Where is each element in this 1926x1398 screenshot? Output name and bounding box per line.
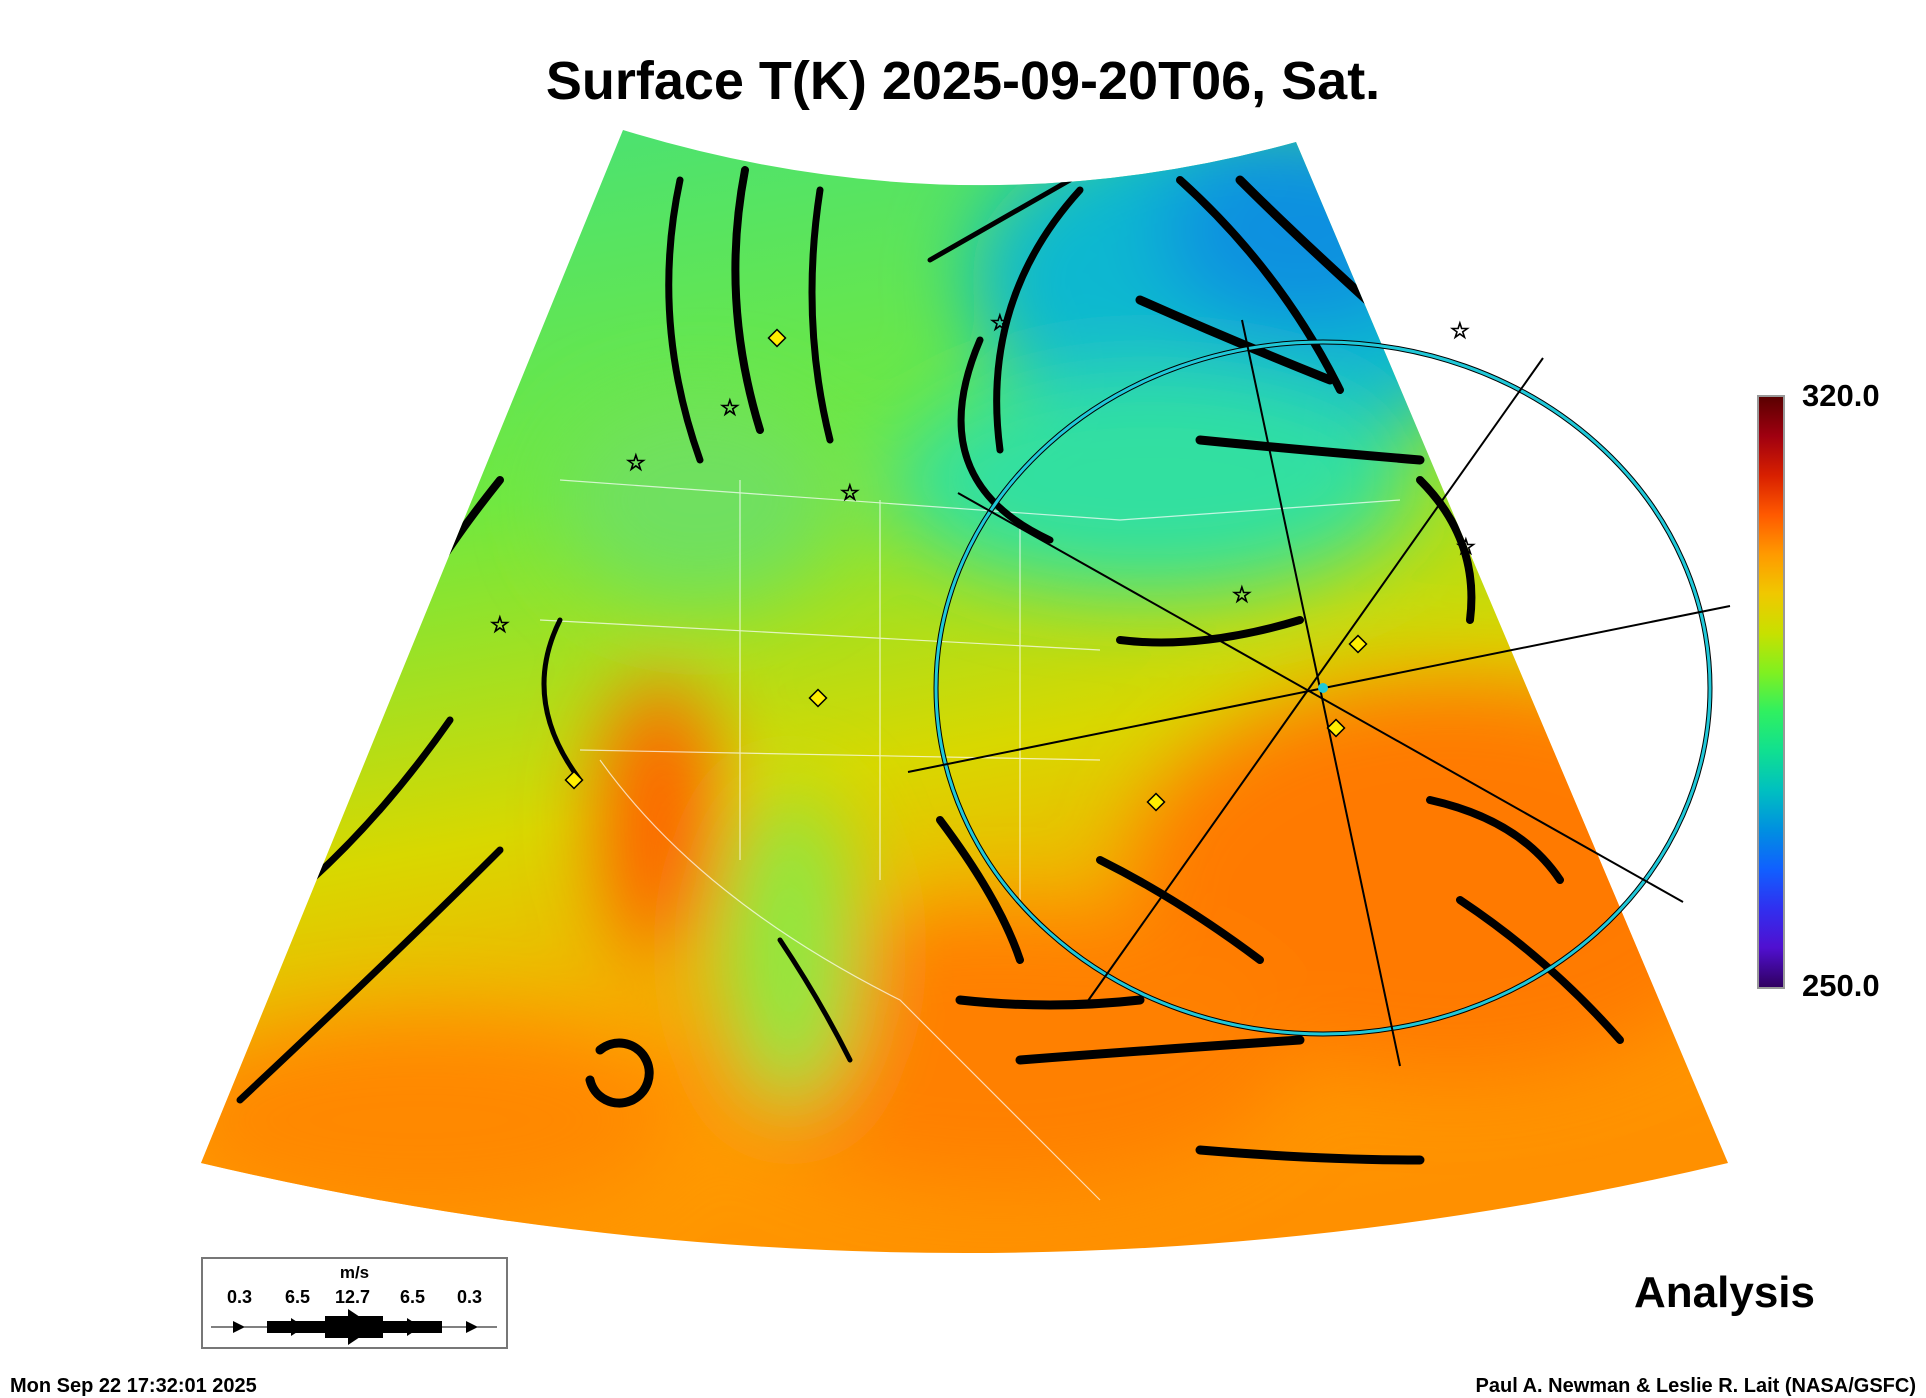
map-title: Surface T(K) 2025-09-20T06, Sat. (545, 51, 1381, 111)
svg-text:☆: ☆ (990, 310, 1010, 335)
svg-text:☆: ☆ (1456, 534, 1476, 559)
colorbar (1757, 395, 1785, 989)
analysis-label: Analysis (1634, 1268, 1815, 1317)
svg-text:☆: ☆ (720, 395, 740, 420)
svg-text:☆: ☆ (626, 450, 646, 475)
legend-value: 12.7 (335, 1287, 371, 1307)
temperature-field (201, 130, 1728, 1253)
credit: Paul A. Newman & Leslie R. Lait (NASA/GS… (1475, 1375, 1916, 1397)
svg-text:☆: ☆ (1450, 318, 1470, 343)
legend-arrow-icon (211, 1309, 497, 1345)
station-diamonds (564, 328, 1368, 812)
colorbar-min-label: 250.0 (1802, 968, 1880, 1003)
svg-text:☆: ☆ (490, 612, 510, 637)
legend-unit: m/s (339, 1263, 370, 1282)
legend-value: 6.5 (400, 1287, 426, 1307)
legend-value: 0.3 (227, 1287, 253, 1307)
political-boundaries (539, 479, 1401, 1201)
colorbar-max-label: 320.0 (1802, 378, 1880, 413)
range-ring (907, 319, 1731, 1067)
ring-center-marker (1318, 683, 1328, 693)
svg-text:☆: ☆ (1232, 582, 1252, 607)
station-stars: ☆ ☆ ☆ ☆ ☆ ☆ ☆ ☆ (490, 310, 1477, 638)
legend-value: 0.3 (457, 1287, 483, 1307)
wind-speed-legend: m/s 0.3 6.5 12.7 6.5 0.3 (201, 1257, 508, 1349)
legend-value: 6.5 (285, 1287, 311, 1307)
svg-text:☆: ☆ (840, 480, 860, 505)
timestamp: Mon Sep 22 17:32:01 2025 (10, 1375, 257, 1397)
wind-streamlines (236, 166, 1624, 1165)
